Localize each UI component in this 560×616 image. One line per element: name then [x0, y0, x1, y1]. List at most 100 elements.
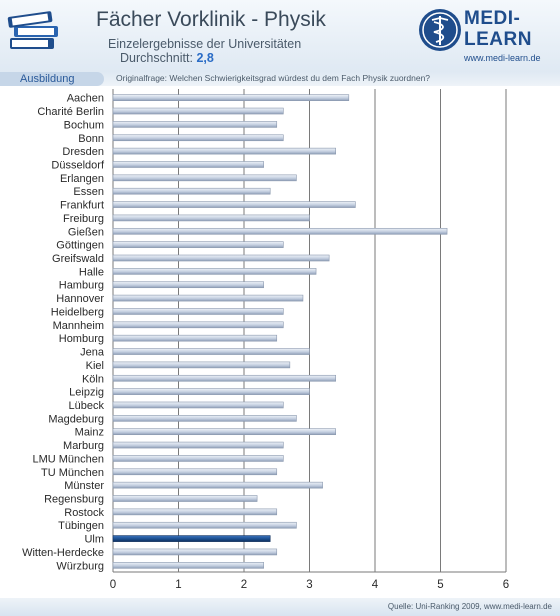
- bar-magdeburg: [112, 415, 297, 422]
- subtitle-line2: Durchschnitt: 2,8: [108, 51, 301, 65]
- category-label: Greifswald: [52, 253, 104, 265]
- category-label: Münster: [64, 480, 104, 492]
- bar-ulm: [112, 535, 271, 542]
- category-label: Charité Berlin: [37, 106, 104, 118]
- category-label: Aachen: [67, 93, 104, 105]
- bar-freiburg: [112, 214, 310, 222]
- bar-hannover: [112, 294, 304, 302]
- x-tick-label: 4: [372, 579, 379, 591]
- average-label: Durchschnitt:: [120, 51, 193, 65]
- bar-bonn: [112, 134, 284, 142]
- bar-charit-berlin: [112, 107, 284, 115]
- bar-mannheim: [112, 321, 284, 329]
- bar-gießen: [112, 227, 448, 235]
- category-label: Mainz: [75, 427, 104, 439]
- category-label: Bonn: [78, 133, 104, 145]
- logo-url: www.medi-learn.de: [464, 53, 541, 63]
- x-tick-label: 1: [175, 579, 181, 591]
- category-label: Göttingen: [56, 240, 104, 252]
- category-label: Mannheim: [53, 320, 104, 332]
- x-tick-label: 6: [503, 579, 509, 591]
- category-label: Bochum: [64, 119, 104, 131]
- category-label: Essen: [73, 186, 104, 198]
- average-value: 2,8: [196, 51, 214, 65]
- x-tick-labels: 0 1 2 3 4 5 6: [110, 579, 509, 591]
- grid-lines: [112, 89, 507, 573]
- category-label: Leipzig: [69, 387, 104, 399]
- category-label: Jena: [80, 347, 105, 359]
- bar-heidelberg: [112, 308, 284, 315]
- category-label: TU München: [41, 467, 104, 479]
- bar-witten-herdecke: [112, 548, 278, 556]
- category-label: Homburg: [59, 333, 104, 345]
- bar-lmu-münchen: [112, 455, 284, 462]
- bar-marburg: [112, 441, 284, 449]
- bar-tübingen: [112, 521, 297, 529]
- bar-münster: [112, 481, 323, 489]
- footer-band: [0, 598, 560, 616]
- x-tick-label: 0: [110, 579, 116, 591]
- x-tick-label: 2: [241, 579, 247, 591]
- category-label: Würzburg: [56, 560, 104, 572]
- bar-leipzig: [112, 388, 310, 395]
- logo-line2: LEARN: [464, 29, 532, 50]
- category-label: Gießen: [68, 226, 104, 238]
- books-icon: [7, 11, 58, 49]
- subtitle: Einzelergebnisse der Universitäten Durch…: [108, 37, 301, 65]
- category-label: Heidelberg: [51, 306, 104, 318]
- category-label: Tübingen: [58, 520, 104, 532]
- bar-erlangen: [112, 174, 297, 182]
- bar-frankfurt: [112, 201, 356, 208]
- category-label: Magdeburg: [48, 413, 104, 425]
- source-note: Quelle: Uni-Ranking 2009, www.medi-learn…: [387, 602, 552, 611]
- section-band: [0, 72, 560, 86]
- category-label: Kiel: [86, 360, 104, 372]
- page-title: Fächer Vorklinik - Physik: [96, 8, 326, 31]
- bar-hamburg: [112, 281, 264, 289]
- category-label: Dresden: [62, 146, 104, 158]
- bar-lübeck: [112, 401, 284, 409]
- category-label: Regensburg: [44, 494, 104, 506]
- bar-köln: [112, 374, 336, 382]
- bar-göttingen: [112, 241, 284, 248]
- bar-düsseldorf: [112, 161, 264, 168]
- bar-jena: [112, 348, 310, 355]
- category-label: Hamburg: [59, 280, 104, 292]
- category-label: Freiburg: [63, 213, 104, 225]
- category-label: Erlangen: [60, 173, 104, 185]
- bars: [112, 94, 448, 569]
- category-label: Marburg: [63, 440, 104, 452]
- bar-dresden: [112, 147, 336, 155]
- question-text: Originalfrage: Welchen Schwierigkeitsgra…: [116, 73, 431, 83]
- bar-tu-münchen: [112, 468, 278, 476]
- subtitle-line1: Einzelergebnisse der Universitäten: [108, 37, 302, 51]
- bar-kiel: [112, 361, 291, 369]
- section-tab: Ausbildung: [0, 72, 104, 86]
- bar-aachen: [112, 94, 350, 101]
- brand-logo-text: MEDI- LEARN: [464, 8, 532, 50]
- bar-rostock: [112, 508, 278, 516]
- category-label: Ulm: [84, 534, 104, 546]
- bar-greifswald: [112, 254, 330, 262]
- category-label: Lübeck: [69, 400, 105, 412]
- caduceus-logo-icon: [419, 9, 461, 51]
- header-band: [0, 0, 560, 72]
- bar-essen: [112, 187, 271, 195]
- bar-regensburg: [112, 495, 258, 502]
- category-label: Köln: [82, 373, 104, 385]
- category-label: Halle: [79, 266, 104, 278]
- category-label: Frankfurt: [60, 200, 104, 212]
- x-tick-label: 5: [437, 579, 443, 591]
- bar-würzburg: [112, 562, 264, 569]
- bar-bochum: [112, 121, 278, 128]
- bar-homburg: [112, 334, 278, 342]
- bar-halle: [112, 268, 317, 275]
- category-label: Rostock: [64, 507, 104, 519]
- category-label: Düsseldorf: [51, 159, 105, 171]
- category-label: Hannover: [56, 293, 104, 305]
- bar-mainz: [112, 428, 336, 436]
- logo-line1: MEDI-: [464, 8, 521, 29]
- category-label: LMU München: [32, 453, 104, 465]
